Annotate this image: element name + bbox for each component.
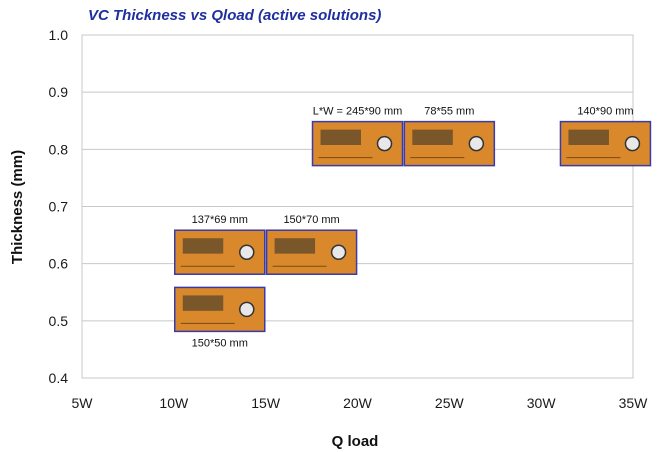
- grid: [81, 34, 634, 379]
- x-axis-label: Q load: [332, 433, 379, 450]
- y-tick-label-0: 0.4: [49, 370, 69, 386]
- point-label-4: 78*55 mm: [424, 106, 474, 118]
- x-tick-label-0: 5W: [72, 395, 94, 411]
- y-tick-labels: 0.4 0.5 0.6 0.7 0.8 0.9 1.0: [49, 27, 69, 386]
- point-label-0: 150*50 mm: [192, 337, 248, 349]
- x-tick-label-5: 30W: [527, 395, 557, 411]
- y-tick-label-4: 0.8: [49, 141, 69, 157]
- data-point-4: 78*55 mm: [403, 106, 496, 167]
- y-tick-label-6: 1.0: [49, 27, 69, 43]
- data-points: 150*50 mm 137*69 mm 150*70 mm L*W = 245*90 …: [174, 106, 652, 349]
- point-label-3: L*W = 245*90 mm: [313, 106, 403, 118]
- x-tick-label-3: 20W: [343, 395, 373, 411]
- y-tick-label-5: 0.9: [49, 84, 69, 100]
- x-tick-label-6: 35W: [619, 395, 649, 411]
- x-tick-labels: 5W 10W 15W 20W 25W 30W 35W: [72, 395, 649, 411]
- point-label-1: 137*69 mm: [192, 214, 248, 226]
- y-axis-label: Thickness (mm): [9, 150, 26, 264]
- data-point-1: 137*69 mm: [174, 214, 266, 275]
- y-tick-label-2: 0.6: [49, 256, 69, 272]
- x-tick-label-4: 25W: [435, 395, 465, 411]
- point-label-5: 140*90 mm: [577, 106, 633, 118]
- point-label-2: 150*70 mm: [283, 214, 339, 226]
- data-point-5: 140*90 mm: [559, 106, 652, 167]
- data-point-2: 150*70 mm: [265, 214, 358, 275]
- data-point-3: L*W = 245*90 mm: [311, 106, 404, 167]
- x-tick-label-1: 10W: [159, 395, 189, 411]
- chart-title: VC Thickness vs Qload (active solutions): [88, 7, 381, 24]
- x-tick-label-2: 15W: [251, 395, 281, 411]
- data-point-0: 150*50 mm: [174, 286, 266, 349]
- y-tick-label-3: 0.7: [49, 199, 69, 215]
- y-tick-label-1: 0.5: [49, 313, 69, 329]
